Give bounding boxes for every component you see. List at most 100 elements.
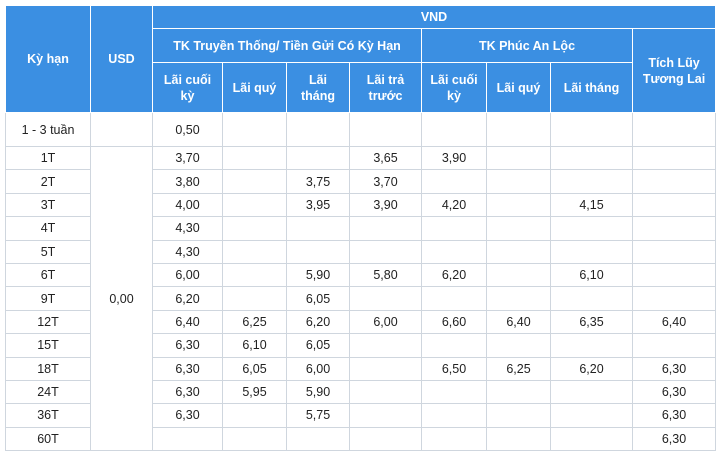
table-row: 5T 4,30 [5, 239, 717, 264]
rate-cell: 6,20 [421, 262, 487, 288]
rate-cell: 6,00 [152, 262, 223, 288]
table-row: 36T 6,30 5,75 6,30 [5, 403, 717, 428]
rate-cell: 4,20 [421, 192, 487, 218]
rate-cell [421, 239, 487, 264]
rate-cell: 5,80 [349, 262, 422, 288]
rate-cell [222, 286, 287, 311]
rate-cell [631, 286, 717, 311]
rate-cell [421, 112, 487, 147]
rate-cell [631, 169, 717, 194]
rate-cell [486, 216, 551, 241]
rate-cell [349, 239, 422, 264]
rate-cell [421, 216, 487, 241]
rate-cell: 3,70 [349, 169, 422, 194]
rate-cell [286, 426, 350, 452]
rate-cell: 6,20 [286, 309, 350, 335]
rate-cell: 6,25 [222, 309, 287, 335]
term-cell: 60T [5, 426, 91, 452]
rate-cell [222, 262, 287, 288]
header-cell: Kỳ hạn [5, 5, 91, 113]
table-row: 9T 6,20 6,05 [5, 286, 717, 311]
rate-cell [631, 262, 717, 288]
rate-cell [349, 286, 422, 311]
rate-cell [222, 145, 287, 171]
rate-cell [222, 112, 287, 147]
rate-cell [550, 379, 633, 405]
rate-cell [486, 112, 551, 147]
header-cell: Tích Lũy Tương Lai [631, 28, 717, 113]
rate-cell: 5,90 [286, 379, 350, 405]
rate-cell: 3,95 [286, 192, 350, 218]
table-row: 12T 6,40 6,25 6,20 6,00 6,60 6,40 6,35 6,40 [5, 309, 717, 335]
rate-cell [631, 112, 717, 147]
header-cell: TK Truyền Thống/ Tiền Gửi Có Kỳ Hạn [152, 28, 422, 63]
table-row: 15T 6,30 6,10 6,05 [5, 333, 717, 358]
rate-cell [222, 426, 287, 452]
rate-cell: 6,20 [550, 356, 633, 381]
term-cell: 36T [5, 403, 91, 428]
rate-cell [550, 426, 633, 452]
rate-cell [631, 192, 717, 218]
header-cell: VND [151, 5, 717, 29]
rate-cell: 6,30 [152, 356, 223, 381]
rate-cell [421, 426, 487, 452]
term-cell: 15T [5, 333, 91, 358]
header-cell: Lãi cuối kỳ [152, 62, 223, 113]
rate-cell [222, 169, 287, 194]
rate-cell: 5,75 [286, 403, 350, 428]
rate-cell [349, 379, 422, 405]
rate-cell [421, 286, 487, 311]
rate-cell [349, 333, 422, 358]
header-cell: USD [90, 5, 153, 113]
rate-cell: 3,90 [349, 192, 422, 218]
rate-cell [421, 403, 487, 428]
term-cell: 5T [5, 239, 91, 264]
table-row: 24T 6,30 5,95 5,90 6,30 [5, 379, 717, 405]
rate-cell: 6,40 [152, 309, 223, 335]
rate-cell: 4,15 [550, 192, 633, 218]
rate-cell: 4,00 [152, 192, 223, 218]
rate-cell [550, 403, 633, 428]
rate-cell: 4,30 [152, 216, 223, 241]
rate-cell [486, 403, 551, 428]
term-cell: 1 - 3 tuần [5, 112, 91, 147]
rate-cell [421, 379, 487, 405]
header-cell: Lãi tháng [286, 62, 350, 113]
rate-cell: 6,40 [631, 309, 717, 335]
rate-cell: 4,30 [152, 239, 223, 264]
rate-cell: 6,30 [152, 379, 223, 405]
rate-cell: 6,20 [152, 286, 223, 311]
table-row: 60T 6,30 [5, 426, 717, 452]
rate-cell: 0,50 [152, 112, 223, 147]
rate-cell: 6,25 [486, 356, 551, 381]
rate-cell [486, 286, 551, 311]
table-row: 18T 6,30 6,05 6,00 6,50 6,25 6,20 6,30 [5, 356, 717, 381]
rate-cell: 6,05 [222, 356, 287, 381]
rate-cell: 6,40 [486, 309, 551, 335]
rate-cell: 6,35 [550, 309, 633, 335]
table-header: Kỳ hạn USD VND TK Truyền Thống/ Tiền Gửi… [5, 5, 717, 113]
rate-cell: 6,30 [631, 426, 717, 452]
rate-cell: 6,30 [152, 333, 223, 358]
rate-cell [286, 145, 350, 171]
rate-cell: 6,60 [421, 309, 487, 335]
term-cell: 12T [5, 309, 91, 335]
table-body: 1 - 3 tuần 0,50 1T 0,00 3,70 3,65 3,90 2T 3,80 3,… [5, 112, 717, 452]
rate-cell [349, 216, 422, 241]
term-cell: 2T [5, 169, 91, 194]
table-row: 4T 4,30 [5, 216, 717, 241]
term-cell: 4T [5, 216, 91, 241]
rate-cell [486, 192, 551, 218]
table-row: 1T 0,00 3,70 3,65 3,90 [5, 145, 717, 452]
rate-cell [349, 112, 422, 147]
rate-cell: 6,30 [631, 379, 717, 405]
rate-cell: 3,75 [286, 169, 350, 194]
rate-cell [550, 169, 633, 194]
rate-cell [222, 239, 287, 264]
rate-cell [486, 426, 551, 452]
rate-cell: 6,50 [421, 356, 487, 381]
rate-cell [286, 239, 350, 264]
header-cell: TK Phúc An Lộc [421, 28, 633, 63]
header-cell: Lãi tháng [550, 62, 633, 113]
rate-cell [486, 239, 551, 264]
